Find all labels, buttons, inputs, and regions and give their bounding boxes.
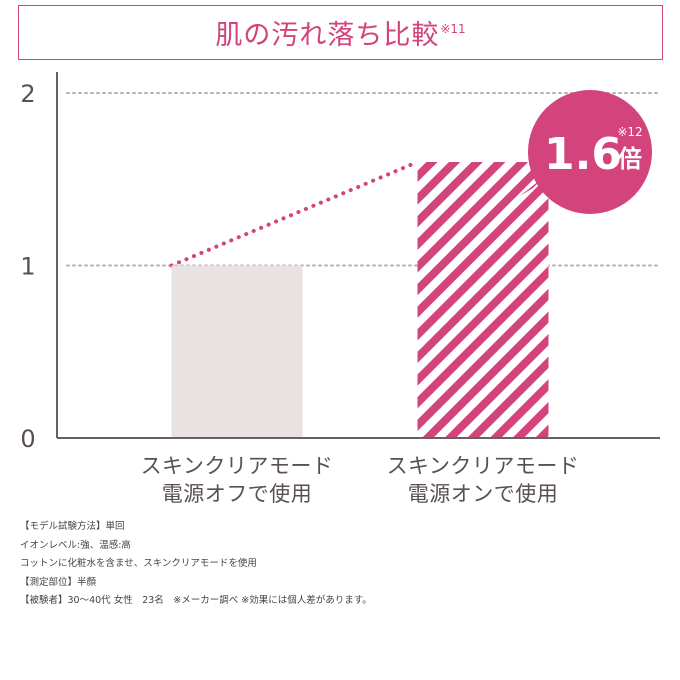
x-category-label-1-line-1: スキンクリアモード [141,454,334,478]
y-tick-label-0: 0 [20,425,35,453]
increase-connector-line [169,160,420,268]
x-category-label-2-line-1: スキンクリアモード [387,454,580,478]
callout-circle [528,90,652,214]
note-line-2: イオンレベル:強、温感:高 [20,539,131,551]
callout-value: 1.6 [544,129,622,180]
y-tick-label-2: 2 [20,80,35,108]
note-line-3: コットンに化粧水を含ませ、スキンクリアモードを使用 [20,558,257,569]
chart-title-box: 肌の汚れ落ち比較 ※11 [18,5,663,60]
x-category-label-1-line-2: 電源オフで使用 [162,482,313,506]
callout-note: ※12 [617,125,642,139]
bar-1 [171,265,303,438]
note-line-1: 【モデル試験方法】単回 [20,521,125,532]
note-line-4: 【測定部位】半顔 [20,576,97,588]
x-category-label-2-line-2: 電源オンで使用 [408,482,559,506]
bar-2 [417,162,549,438]
callout-unit: 倍 [618,145,642,173]
y-tick-label-1: 1 [20,253,35,281]
chart-title-note: ※11 [440,21,466,36]
note-line-5: 【被験者】30～40代 女性 23名 ※メーカー調べ ※効果には個人差があります… [20,595,372,606]
chart-title: 肌の汚れ落ち比較 [215,20,440,51]
test-method-notes: 【モデル試験方法】単回 イオンレベル:強、温感:高 コットンに化粧水を含ませ、ス… [20,518,372,611]
